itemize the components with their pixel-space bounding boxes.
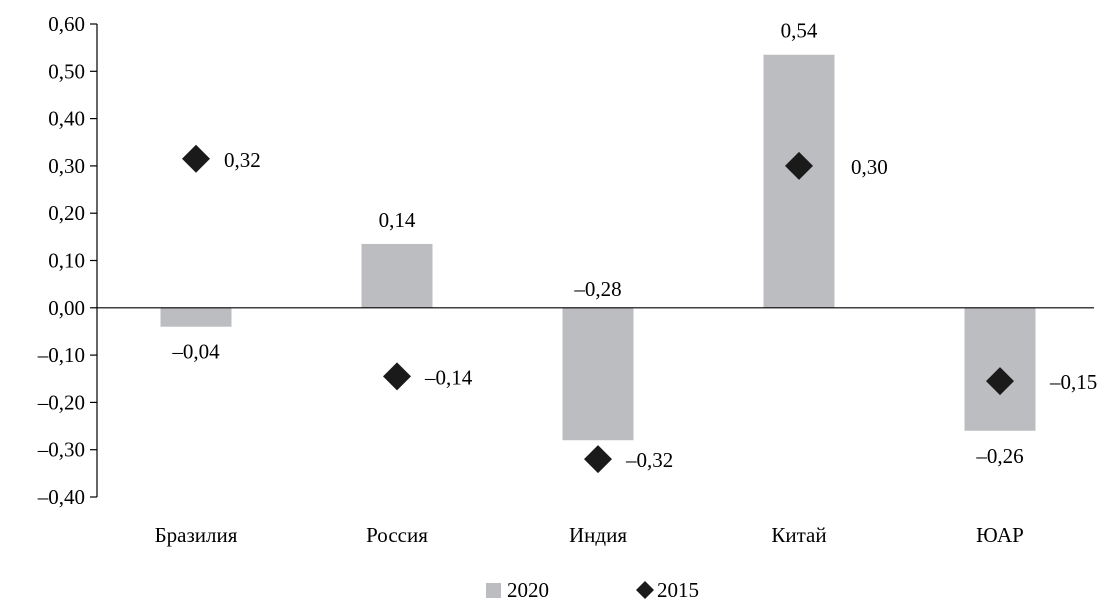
y-tick-label-0: 0,60 [48,12,85,36]
y-tick-label-3: 0,30 [48,154,85,178]
bar-2020-1 [361,243,433,308]
marker-2015-0 [182,144,210,173]
y-tick-label-1: 0,50 [48,59,85,83]
bar-2020-3 [763,54,835,308]
y-tick-label-6: 0,00 [48,296,85,320]
data-labels: –0,04 0,14 –0,28 0,54 –0,26 0,32 –0,14 –0,32 0,3… [171,19,1097,472]
marker-2015-1 [383,362,411,391]
y-tick-label-9: –0,30 [37,438,85,462]
marker-label-2015-4: –0,15 [1049,370,1097,394]
legend-label-2015: 2015 [657,578,699,600]
legend-swatch-2015 [636,581,654,599]
marker-2015-2 [584,445,612,474]
marker-label-2015-3: 0,30 [851,155,888,179]
bar-label-2020-0: –0,04 [171,340,220,364]
legend-swatch-2020 [486,583,501,598]
y-tick-label-2: 0,40 [48,107,85,131]
marker-2015-3 [785,151,813,180]
y-tick-label-4: 0,20 [48,201,85,225]
marker-series-2015 [182,144,1014,474]
marker-label-2015-2: –0,32 [625,448,673,472]
category-label-4: ЮАР [976,523,1024,547]
bar-label-2020-3: 0,54 [781,19,818,43]
legend: 2020 2015 [486,578,699,600]
category-label-3: Китай [771,523,826,547]
marker-label-2015-1: –0,14 [424,365,473,389]
bar-label-2020-4: –0,26 [975,444,1023,468]
marker-2015-4 [986,367,1014,396]
category-label-2: Индия [569,523,627,547]
axes: 0,60 0,50 0,40 0,30 0,20 0,10 0,00 –0,10 –0,20 –0… [37,12,1094,547]
bar-2020-0 [160,307,232,327]
category-label-1: Россия [366,523,428,547]
y-tick-label-7: –0,10 [37,343,85,367]
bar-2020-2 [562,307,634,441]
y-tick-label-8: –0,20 [37,390,85,414]
category-label-0: Бразилия [155,523,238,547]
legend-label-2020: 2020 [507,578,549,600]
y-tick-label-5: 0,10 [48,249,85,273]
marker-label-2015-0: 0,32 [224,148,261,172]
y-tick-label-10: –0,40 [37,485,85,509]
bar-label-2020-1: 0,14 [379,208,416,232]
bar-label-2020-2: –0,28 [573,277,621,301]
bar-series-2020 [160,54,1036,441]
